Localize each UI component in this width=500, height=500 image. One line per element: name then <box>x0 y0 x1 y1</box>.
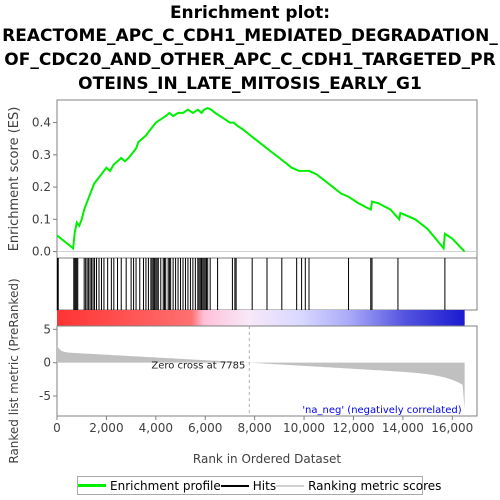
legend-hits: Hits <box>220 478 277 493</box>
hits-swatch <box>220 484 249 487</box>
x-tick-label: 10,000 <box>283 421 325 435</box>
legend: Enrichment profile Hits Ranking metric s… <box>77 476 441 495</box>
x-axis-label: Rank in Ordered Dataset <box>193 452 341 466</box>
legend-ranking: Ranking metric scores <box>276 479 441 493</box>
es-axis-label: Enrichment score (ES) <box>7 107 22 252</box>
es-panel <box>56 99 478 259</box>
enrichment-chart: 0.0 0.1 0.2 0.3 0.4 Enrichment score (ES) 'na_… <box>7 99 478 466</box>
legend-hits-label: Hits <box>252 478 277 493</box>
title-line-3: OF_CDC20_AND_OTHER_APC_C_CDH1_TARGETED_P… <box>4 50 496 70</box>
es-tick-label: 0.1 <box>32 212 51 226</box>
legend-ranking-label: Ranking metric scores <box>308 478 442 493</box>
es-tick-label: 0.0 <box>32 245 51 259</box>
title-line-2: REACTOME_APC_C_CDH1_MEDIATED_DEGRADATION… <box>2 26 498 46</box>
metric-tick-label: 5 <box>43 322 51 336</box>
negative-correlation-label: 'na_neg' (negatively correlated) <box>302 405 461 416</box>
title-line-1: Enrichment plot: <box>169 3 331 23</box>
ranking-swatch <box>276 484 305 487</box>
enrichment-profile-line <box>56 107 466 253</box>
zero-cross-label: Zero cross at 7785 <box>151 361 245 372</box>
es-tick-label: 0.3 <box>32 148 51 162</box>
x-tick-label: 16,000 <box>431 421 473 435</box>
x-tick-label: 14,000 <box>382 421 424 435</box>
metric-tick-label: -5 <box>39 389 51 403</box>
x-tick-label: 8,000 <box>237 421 271 435</box>
legend-enrichment-label: Enrichment profile <box>110 478 221 493</box>
ranking-metric-area <box>57 345 465 410</box>
metric-axis-label: Ranked list metric (PreRanked) <box>7 278 21 463</box>
x-tick-label: 0 <box>53 421 61 435</box>
title-line-4: OTEINS_IN_LATE_MITOSIS_EARLY_G1 <box>78 74 422 94</box>
x-tick-label: 6,000 <box>188 421 222 435</box>
enrichment-swatch <box>78 484 106 487</box>
x-tick-label: 12,000 <box>332 421 374 435</box>
legend-enrichment: Enrichment profile <box>78 479 221 493</box>
ranking-color-bar <box>57 310 465 326</box>
x-tick-label: 2,000 <box>89 421 123 435</box>
x-tick-label: 4,000 <box>139 421 173 435</box>
metric-tick-label: 0 <box>43 356 51 370</box>
es-tick-label: 0.2 <box>32 180 51 194</box>
es-tick-label: 0.4 <box>32 116 51 130</box>
